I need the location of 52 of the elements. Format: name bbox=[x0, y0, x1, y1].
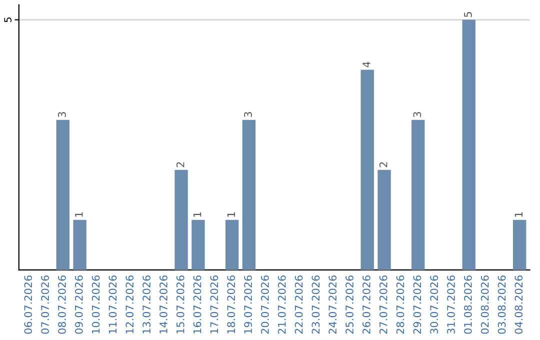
bar bbox=[412, 120, 425, 270]
data-label: 3 bbox=[413, 112, 422, 118]
x-tick-label: 03.08.2026 bbox=[498, 275, 506, 334]
data-label: 1 bbox=[227, 212, 235, 217]
x-tick-label: 21.07.2026 bbox=[278, 275, 286, 334]
data-label: 2 bbox=[379, 162, 388, 168]
x-tick-label: 11.07.2026 bbox=[108, 275, 117, 334]
x-tick-label: 02.08.2026 bbox=[480, 275, 489, 334]
data-label: 2 bbox=[176, 162, 184, 168]
data-label: 4 bbox=[362, 62, 370, 68]
bar bbox=[174, 170, 188, 270]
data-label: 1 bbox=[514, 212, 522, 217]
x-tick-label: 15.07.2026 bbox=[176, 275, 184, 334]
bar bbox=[56, 120, 70, 270]
x-tick-label: 09.07.2026 bbox=[74, 275, 83, 334]
x-tick-label: 01.08.2026 bbox=[464, 275, 472, 334]
x-tick-label: 28.07.2026 bbox=[396, 275, 404, 334]
x-tick-label: 06.07.2026 bbox=[24, 275, 32, 334]
bar bbox=[512, 220, 526, 270]
bar bbox=[378, 170, 391, 270]
x-tick-label: 22.07.2026 bbox=[294, 275, 303, 334]
x-tick-label: 08.07.2026 bbox=[58, 275, 66, 334]
x-tick-label: 04.08.2026 bbox=[514, 275, 523, 334]
x-tick-label: 14.07.2026 bbox=[160, 275, 168, 334]
data-label: 3 bbox=[244, 112, 252, 118]
bar bbox=[360, 70, 374, 270]
x-tick-label: 24.07.2026 bbox=[328, 275, 337, 334]
bar bbox=[462, 20, 476, 270]
x-tick-label: 23.07.2026 bbox=[312, 275, 320, 334]
x-tick-label: 10.07.2026 bbox=[92, 275, 100, 334]
data-label: 3 bbox=[58, 112, 66, 118]
bar bbox=[73, 220, 86, 270]
x-tick-label: 31.07.2026 bbox=[447, 275, 455, 334]
x-tick-label: 29.07.2026 bbox=[413, 275, 422, 334]
bar bbox=[242, 120, 256, 270]
x-tick-label: 12.07.2026 bbox=[126, 275, 134, 334]
x-tick-label: 25.07.2026 bbox=[346, 275, 354, 334]
x-tick-label: 27.07.2026 bbox=[379, 275, 388, 334]
data-label: 1 bbox=[75, 212, 83, 217]
bar bbox=[225, 220, 239, 270]
x-tick-label: 18.07.2026 bbox=[227, 275, 236, 334]
x-tick-label: 17.07.2026 bbox=[210, 275, 218, 334]
x-tick-label: 13.07.2026 bbox=[142, 275, 150, 334]
x-tick-label: 07.07.2026 bbox=[41, 275, 49, 334]
data-label: 1 bbox=[193, 212, 202, 217]
x-tick-label: 20.07.2026 bbox=[261, 275, 269, 334]
bar bbox=[192, 220, 205, 270]
x-tick-label: 16.07.2026 bbox=[193, 275, 202, 334]
x-tick-label: 30.07.2026 bbox=[430, 275, 438, 334]
x-tick-label: 19.07.2026 bbox=[244, 275, 252, 334]
data-label: 5 bbox=[464, 12, 472, 17]
x-tick-label: 26.07.2026 bbox=[362, 275, 370, 334]
